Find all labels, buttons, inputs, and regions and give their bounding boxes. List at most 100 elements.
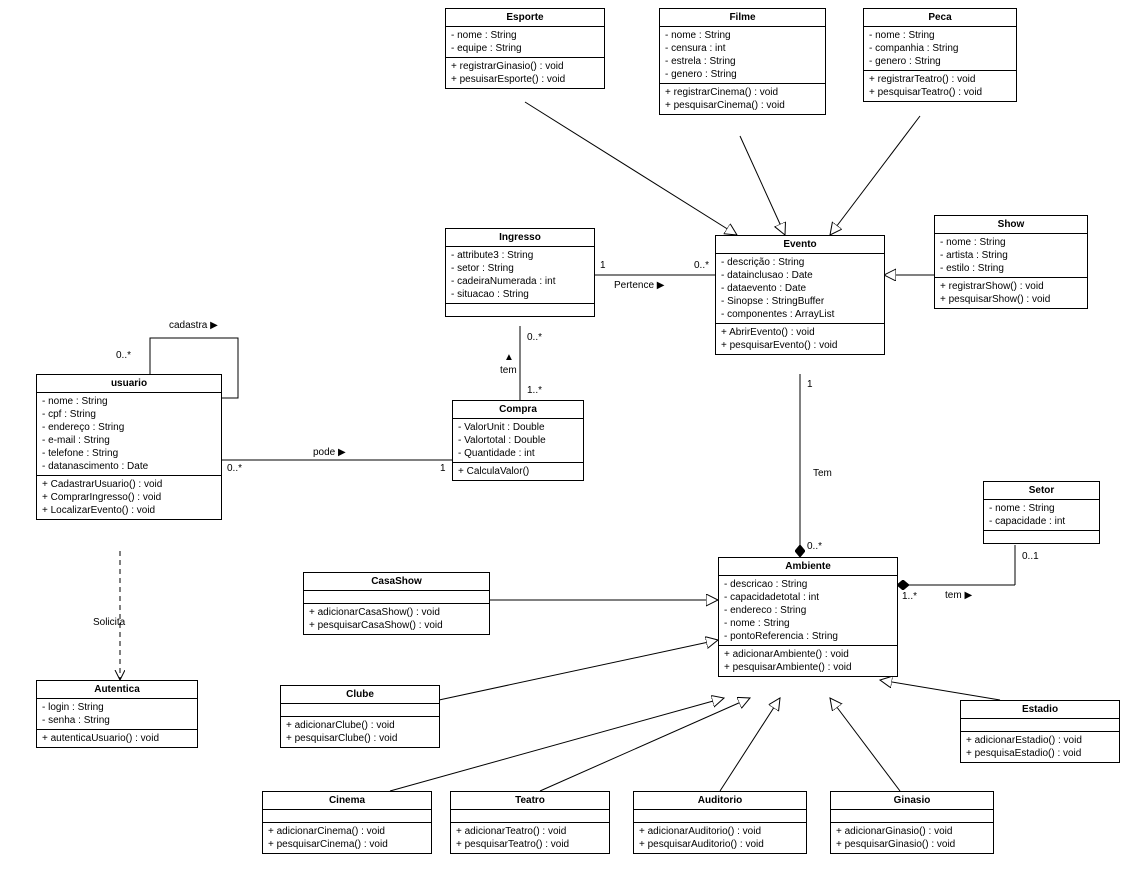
class-attributes xyxy=(961,719,1119,732)
class-operations xyxy=(984,531,1099,543)
class-attributes xyxy=(451,810,609,823)
attribute-row: - censura : int xyxy=(665,42,820,55)
class-attributes xyxy=(634,810,806,823)
operation-row: + pesquisarAmbiente() : void xyxy=(724,661,892,674)
class-operations xyxy=(446,304,594,316)
class-operations: + registrarGinasio() : void+ pesuisarEsp… xyxy=(446,58,604,88)
class-operations: + registrarCinema() : void+ pesquisarCin… xyxy=(660,84,825,114)
class-usuario: usuario- nome : String- cpf : String- en… xyxy=(36,374,222,520)
attribute-row: - capacidade : int xyxy=(989,515,1094,528)
class-operations: + adicionarGinasio() : void+ pesquisarGi… xyxy=(831,823,993,853)
class-teatro: Teatro+ adicionarTeatro() : void+ pesqui… xyxy=(450,791,610,854)
attribute-row: - cadeiraNumerada : int xyxy=(451,275,589,288)
class-peca: Peca- nome : String- companhia : String-… xyxy=(863,8,1017,102)
label-tem1-arrow: ▲ xyxy=(504,352,514,363)
class-attributes: - nome : String- companhia : String- gen… xyxy=(864,27,1016,71)
operation-row: + adicionarAmbiente() : void xyxy=(724,648,892,661)
operation-row: + pesuisarEsporte() : void xyxy=(451,73,599,86)
class-attributes: - nome : String- artista : String- estil… xyxy=(935,234,1087,278)
attribute-row: - nome : String xyxy=(665,29,820,42)
attribute-row: - nome : String xyxy=(940,236,1082,249)
attribute-row: - dataevento : Date xyxy=(721,282,879,295)
class-operations: + adicionarAuditorio() : void+ pesquisar… xyxy=(634,823,806,853)
attribute-row: - telefone : String xyxy=(42,447,216,460)
mult-tem1-1: 0..* xyxy=(527,332,542,343)
operation-row: + pesquisarShow() : void xyxy=(940,293,1082,306)
mult-pode-2: 1 xyxy=(440,463,446,474)
mult-tem3-1: 0..1 xyxy=(1022,551,1039,562)
class-estadio: Estadio + adicionarEstadio() : void+ pesq… xyxy=(960,700,1120,763)
class-name: Evento xyxy=(716,236,884,254)
attribute-row: - descrição : String xyxy=(721,256,879,269)
class-name: Estadio xyxy=(961,701,1119,719)
operation-row: + pesquisarTeatro() : void xyxy=(456,838,604,851)
attribute-row: - situacao : String xyxy=(451,288,589,301)
attribute-row: - attribute3 : String xyxy=(451,249,589,262)
attribute-row: - componentes : ArrayList xyxy=(721,308,879,321)
class-name: Autentica xyxy=(37,681,197,699)
operation-row: + pesquisarClube() : void xyxy=(286,732,434,745)
attribute-row: - equipe : String xyxy=(451,42,599,55)
attribute-row: - nome : String xyxy=(724,617,892,630)
operation-row: + CadastrarUsuario() : void xyxy=(42,478,216,491)
class-operations: + adicionarAmbiente() : void+ pesquisarA… xyxy=(719,646,897,676)
operation-row: + pesquisarCasaShow() : void xyxy=(309,619,484,632)
class-name: Esporte xyxy=(446,9,604,27)
class-show: Show- nome : String- artista : String- e… xyxy=(934,215,1088,309)
operation-row: + adicionarAuditorio() : void xyxy=(639,825,801,838)
operation-row: + adicionarCinema() : void xyxy=(268,825,426,838)
class-setor: Setor- nome : String- capacidade : int xyxy=(983,481,1100,544)
label-pode: pode ▶ xyxy=(313,447,346,458)
class-name: Ingresso xyxy=(446,229,594,247)
class-attributes: - descricao : String- capacidadetotal : … xyxy=(719,576,897,646)
class-attributes: - login : String- senha : String xyxy=(37,699,197,730)
class-name: Ambiente xyxy=(719,558,897,576)
mult-cadastra-1: 0..* xyxy=(116,350,131,361)
class-name: Cinema xyxy=(263,792,431,810)
class-operations: + registrarTeatro() : void+ pesquisarTea… xyxy=(864,71,1016,101)
attribute-row: - login : String xyxy=(42,701,192,714)
class-casashow: CasaShow+ adicionarCasaShow() : void+ pe… xyxy=(303,572,490,635)
operation-row: + registrarCinema() : void xyxy=(665,86,820,99)
label-pertence: Pertence ▶ xyxy=(614,280,665,291)
class-attributes xyxy=(281,704,439,717)
operation-row: + autenticaUsuario() : void xyxy=(42,732,192,745)
operation-row: + pesquisarGinasio() : void xyxy=(836,838,988,851)
mult-pertence-1: 1 xyxy=(600,260,606,271)
class-autentica: Autentica- login : String- senha : Strin… xyxy=(36,680,198,748)
attribute-row: - genero : String xyxy=(869,55,1011,68)
class-clube: Clube+ adicionarClube() : void+ pesquisa… xyxy=(280,685,440,748)
class-operations: + adicionarCasaShow() : void+ pesquisarC… xyxy=(304,604,489,634)
class-cinema: Cinema+ adicionarCinema() : void+ pesqui… xyxy=(262,791,432,854)
class-attributes: - nome : String- capacidade : int xyxy=(984,500,1099,531)
class-compra: Compra- ValorUnit : Double- Valortotal :… xyxy=(452,400,584,481)
class-attributes xyxy=(831,810,993,823)
class-attributes: - attribute3 : String- setor : String- c… xyxy=(446,247,594,304)
attribute-row: - nome : String xyxy=(869,29,1011,42)
label-cadastra: cadastra ▶ xyxy=(169,320,218,331)
attribute-row: - estrela : String xyxy=(665,55,820,68)
attribute-row: - pontoReferencia : String xyxy=(724,630,892,643)
operation-row: + pesquisarEvento() : void xyxy=(721,339,879,352)
class-name: Clube xyxy=(281,686,439,704)
class-name: Filme xyxy=(660,9,825,27)
class-ingresso: Ingresso- attribute3 : String- setor : S… xyxy=(445,228,595,317)
operation-row: + registrarShow() : void xyxy=(940,280,1082,293)
attribute-row: - nome : String xyxy=(989,502,1094,515)
class-operations: + adicionarTeatro() : void+ pesquisarTea… xyxy=(451,823,609,853)
class-operations: + adicionarEstadio() : void+ pesquisaEst… xyxy=(961,732,1119,762)
attribute-row: - e-mail : String xyxy=(42,434,216,447)
attribute-row: - companhia : String xyxy=(869,42,1011,55)
operation-row: + adicionarGinasio() : void xyxy=(836,825,988,838)
class-name: Setor xyxy=(984,482,1099,500)
attribute-row: - Valortotal : Double xyxy=(458,434,578,447)
operation-row: + adicionarEstadio() : void xyxy=(966,734,1114,747)
operation-row: + pesquisaEstadio() : void xyxy=(966,747,1114,760)
operation-row: + CalculaValor() xyxy=(458,465,578,478)
attribute-row: - descricao : String xyxy=(724,578,892,591)
class-operations: + autenticaUsuario() : void xyxy=(37,730,197,747)
class-name: Auditorio xyxy=(634,792,806,810)
label-tem1: tem xyxy=(500,365,517,376)
operation-row: + registrarTeatro() : void xyxy=(869,73,1011,86)
mult-tem2-2: 0..* xyxy=(807,541,822,552)
